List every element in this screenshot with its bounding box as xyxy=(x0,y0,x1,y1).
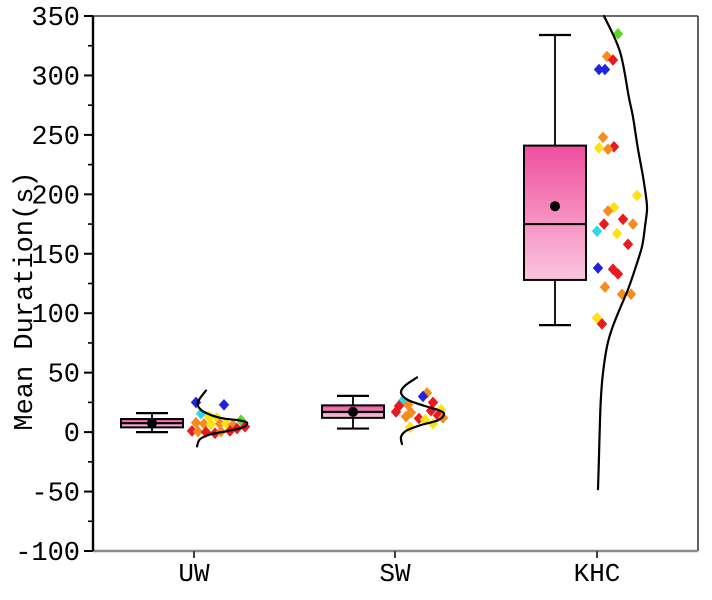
scatter-point xyxy=(593,63,605,76)
scatter-point xyxy=(607,54,619,66)
x-tick-label: UW xyxy=(178,559,210,589)
group-UW xyxy=(120,389,251,448)
scatter-point xyxy=(190,416,202,429)
y-tick-label: 300 xyxy=(31,63,80,93)
scatter-point xyxy=(214,417,226,430)
y-tick-label: 150 xyxy=(31,242,80,272)
box-KHC xyxy=(523,144,587,281)
y-tick-label: 50 xyxy=(48,361,80,391)
scatter-point xyxy=(617,213,629,226)
y-tick-label: -100 xyxy=(15,539,80,569)
y-tick-label: 250 xyxy=(31,123,80,153)
density-curve xyxy=(195,389,249,448)
y-tick-label: -50 xyxy=(31,480,80,510)
group-KHC xyxy=(523,14,649,491)
scatter-point xyxy=(627,218,639,230)
scatter-point xyxy=(631,189,643,202)
scatter-point xyxy=(602,205,614,217)
axis-labels: 350 300 250 200 150 100 50 0 -50 -100 UW SW KHC xyxy=(15,4,620,589)
y-tick-label: 100 xyxy=(31,301,80,331)
scatter-point xyxy=(227,419,239,431)
scatter-point xyxy=(592,262,604,274)
x-tick-label: SW xyxy=(379,559,411,589)
scatter-point xyxy=(192,425,204,438)
plot-frame xyxy=(91,15,699,553)
axis-ticks xyxy=(84,15,598,558)
mean-dot xyxy=(147,418,157,429)
series xyxy=(120,14,649,491)
scatter-point xyxy=(220,417,232,430)
scatter-point xyxy=(599,63,611,76)
scatter-point xyxy=(425,404,437,417)
scatter-point xyxy=(186,425,198,437)
scatter-point xyxy=(599,281,611,293)
scatter-point xyxy=(591,225,603,237)
scatter-point xyxy=(612,268,624,280)
scatter-point xyxy=(597,131,609,144)
scatter-point xyxy=(203,410,215,423)
scatter-point xyxy=(612,28,624,40)
mean-dot xyxy=(550,201,560,212)
y-tick-label: 0 xyxy=(64,420,80,450)
group-SW xyxy=(321,376,449,446)
density-curve xyxy=(399,376,446,446)
scatter-point xyxy=(200,426,212,438)
scatter-point xyxy=(205,418,217,431)
y-tick-label: 200 xyxy=(31,182,80,212)
scatter-point xyxy=(195,407,207,420)
y-axis-label: Mean Duration(s) xyxy=(11,171,41,430)
scatter-point xyxy=(417,390,429,403)
scatter-point xyxy=(400,410,412,423)
scatter-point xyxy=(390,406,402,418)
scatter-point xyxy=(190,396,202,409)
scatter-point xyxy=(596,318,608,330)
mean-dot xyxy=(348,406,358,417)
scatter-point xyxy=(593,142,605,154)
scatter-point xyxy=(427,396,439,409)
scatter-point xyxy=(198,417,210,430)
scatter-point xyxy=(435,403,447,416)
scatter-point xyxy=(218,398,230,411)
y-tick-label: 350 xyxy=(31,4,80,34)
scatter-point xyxy=(602,143,614,155)
scatter-point xyxy=(598,218,610,230)
x-tick-label: KHC xyxy=(574,559,621,589)
scatter-point xyxy=(622,238,634,251)
density-curve xyxy=(596,14,649,491)
scatter-point xyxy=(611,227,623,240)
